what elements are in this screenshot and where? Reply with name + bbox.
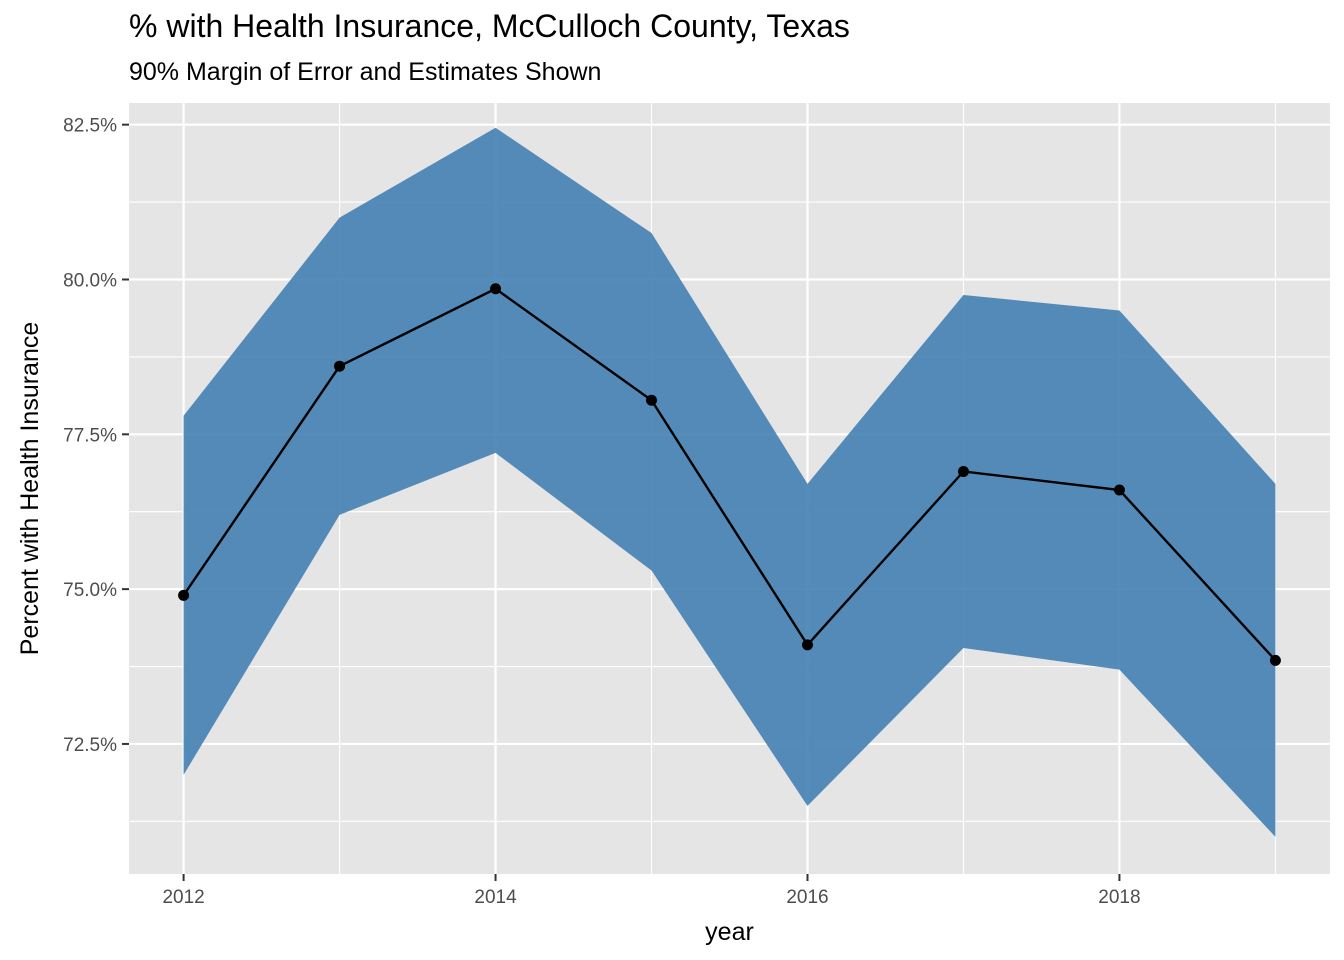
estimate-point [178,589,190,601]
y-tick-label: 80.0% [63,270,117,291]
x-tick-label: 2016 [786,887,828,908]
chart-subtitle: 90% Margin of Error and Estimates Shown [129,58,602,86]
estimate-line [182,287,1277,662]
estimate-point [801,639,813,651]
axis-layer: 72.5% 75.0% 77.5% 80.0% 82.5% 2012 2014 2016 201… [63,116,1140,908]
y-tick-label: 77.5% [63,425,117,446]
y-tick-label: 75.0% [63,580,117,601]
estimate-point [646,394,658,406]
x-tick-label: 2014 [474,887,517,908]
y-axis-title: Percent with Health Insurance [16,322,44,656]
point-layer [178,283,1281,666]
estimate-point [1269,654,1281,666]
x-tick-label: 2012 [162,887,204,908]
margin-of-error-ribbon [183,127,1276,837]
estimate-point [957,465,969,477]
estimate-point [1113,484,1125,496]
y-tick-label: 82.5% [63,116,117,137]
ribbon-layer [183,127,1276,837]
chart-title: % with Health Insurance, McCulloch Count… [129,8,850,44]
y-tick-label: 72.5% [63,735,117,756]
estimate-point [490,283,502,295]
estimate-point [334,360,346,372]
x-axis-title: year [705,918,754,946]
x-tick-label: 2018 [1098,887,1140,908]
line-layer [182,287,1277,662]
